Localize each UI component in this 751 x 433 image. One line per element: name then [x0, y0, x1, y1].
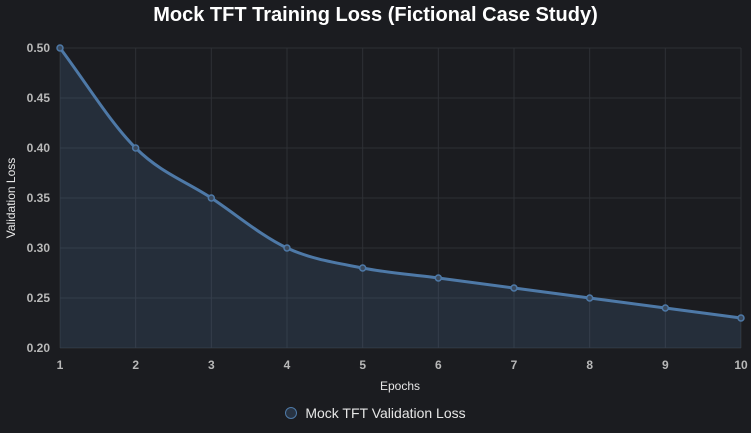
data-point: [510, 284, 518, 292]
series-layer: [56, 44, 745, 348]
data-point: [283, 244, 291, 252]
data-point: [358, 264, 367, 272]
tick-labels: 0.20 0.25 0.30 0.35 0.40 0.45 0.50 1 2 3 4 5 6 7 8 9 10: [27, 41, 748, 372]
x-tick-label: 5: [359, 358, 366, 372]
x-tick-label: 4: [284, 358, 291, 372]
legend-swatch-icon: [285, 407, 298, 419]
y-tick-label: 0.50: [27, 41, 51, 55]
y-tick-label: 0.20: [27, 341, 51, 355]
x-tick-label: 9: [662, 358, 669, 372]
x-tick-label: 8: [586, 358, 593, 372]
data-point: [56, 44, 64, 52]
x-tick-label: 10: [734, 358, 748, 372]
data-point: [131, 144, 140, 152]
y-tick-label: 0.35: [27, 191, 51, 205]
chart-title: Mock TFT Training Loss (Fictional Case S…: [153, 4, 598, 26]
x-tick-label: 7: [511, 358, 518, 372]
legend-item[interactable]: Mock TFT Validation Loss: [285, 405, 466, 421]
series-area-fill: [60, 48, 741, 348]
y-tick-label: 0.30: [27, 241, 51, 255]
data-point: [737, 314, 745, 322]
y-tick-label: 0.45: [27, 91, 51, 105]
x-tick-label: 3: [208, 358, 215, 372]
legend-label: Mock TFT Validation Loss: [305, 405, 466, 421]
y-tick-label: 0.40: [27, 141, 51, 155]
data-point: [207, 194, 216, 202]
series-line: [58, 46, 743, 320]
data-point: [585, 294, 594, 302]
data-point: [434, 274, 443, 282]
x-tick-label: 6: [435, 358, 442, 372]
x-tick-label: 2: [132, 358, 139, 372]
data-point: [661, 304, 670, 312]
legend: Mock TFT Validation Loss: [0, 405, 751, 421]
y-axis-title: Validation Loss: [4, 158, 18, 239]
y-tick-label: 0.25: [27, 291, 51, 305]
x-tick-label: 1: [57, 358, 64, 372]
x-axis-title: Epochs: [380, 379, 420, 393]
